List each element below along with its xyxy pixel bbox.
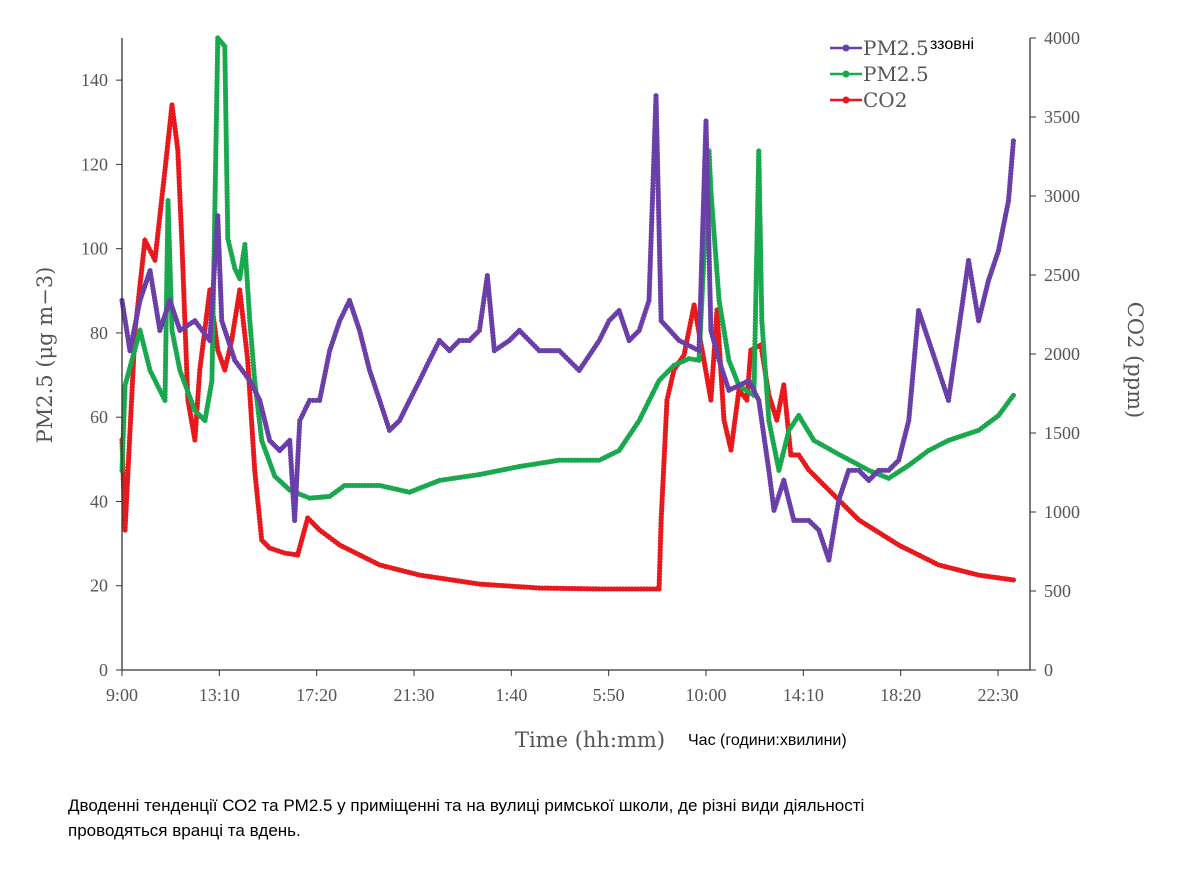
x-tick-label: 9:00 [106, 685, 138, 705]
series-1-pm25 [119, 35, 1017, 501]
legend-marker [842, 70, 850, 78]
series-layer [119, 35, 1017, 592]
y-tick-label: 80 [90, 323, 108, 343]
x-axis-label: Time (hh:mm) [515, 728, 665, 752]
legend-marker [842, 96, 850, 104]
y-right-tick-label: 2000 [1044, 344, 1080, 364]
y-right-tick-label: 3000 [1044, 186, 1080, 206]
x-tick-label: 22:30 [977, 685, 1018, 705]
y-right-tick-label: 1000 [1044, 502, 1080, 522]
y-tick-label: 60 [90, 407, 108, 427]
series-0-pm25 [119, 93, 1017, 563]
x-tick-label: 1:40 [495, 685, 527, 705]
y-axis-label: PM2.5 (μg m−3) [33, 267, 57, 444]
data-point [1010, 138, 1017, 144]
y-right-tick-label: 3500 [1044, 107, 1080, 127]
y-tick-label: 100 [81, 239, 108, 259]
y-right-tick-label: 1500 [1044, 423, 1080, 443]
x-axis-label-translation: Час (години:хвилини) [688, 732, 847, 749]
caption-line-2: проводяться вранці та вдень. [68, 821, 301, 840]
y-tick-label: 40 [90, 491, 108, 511]
y-tick-label: 0 [99, 660, 108, 680]
series-line [120, 104, 1014, 591]
legend-note-outdoor: ззовні [930, 36, 975, 53]
y-tick-label: 20 [90, 576, 108, 596]
legend-marker [842, 44, 850, 52]
y-right-tick-label: 2500 [1044, 265, 1080, 285]
y-right-tick-label: 0 [1044, 660, 1053, 680]
y-right-tick-label: 500 [1044, 581, 1071, 601]
y-tick-label: 140 [81, 70, 108, 90]
legend-label: PM2.5 [863, 62, 929, 86]
y-right-axis-label: CO2 (ppm) [1123, 302, 1147, 419]
x-tick-label: 5:50 [593, 685, 625, 705]
x-tick-label: 21:30 [393, 685, 434, 705]
x-tick-label: 14:10 [783, 685, 824, 705]
x-tick-label: 10:00 [685, 685, 726, 705]
data-point [1010, 392, 1017, 398]
x-tick-label: 17:20 [296, 685, 337, 705]
x-tick-label: 18:20 [880, 685, 921, 705]
y-tick-label: 120 [81, 154, 108, 174]
y-right-tick-label: 4000 [1044, 28, 1080, 48]
data-point [1010, 577, 1017, 583]
figure-caption: Дводенні тенденції СО2 та PM2.5 у приміщ… [68, 793, 1128, 843]
caption-line-1: Дводенні тенденції СО2 та PM2.5 у приміщ… [68, 796, 865, 815]
legend-label: CO2 [863, 88, 907, 112]
legend-label: PM2.5 [863, 36, 929, 60]
x-tick-label: 13:10 [199, 685, 240, 705]
